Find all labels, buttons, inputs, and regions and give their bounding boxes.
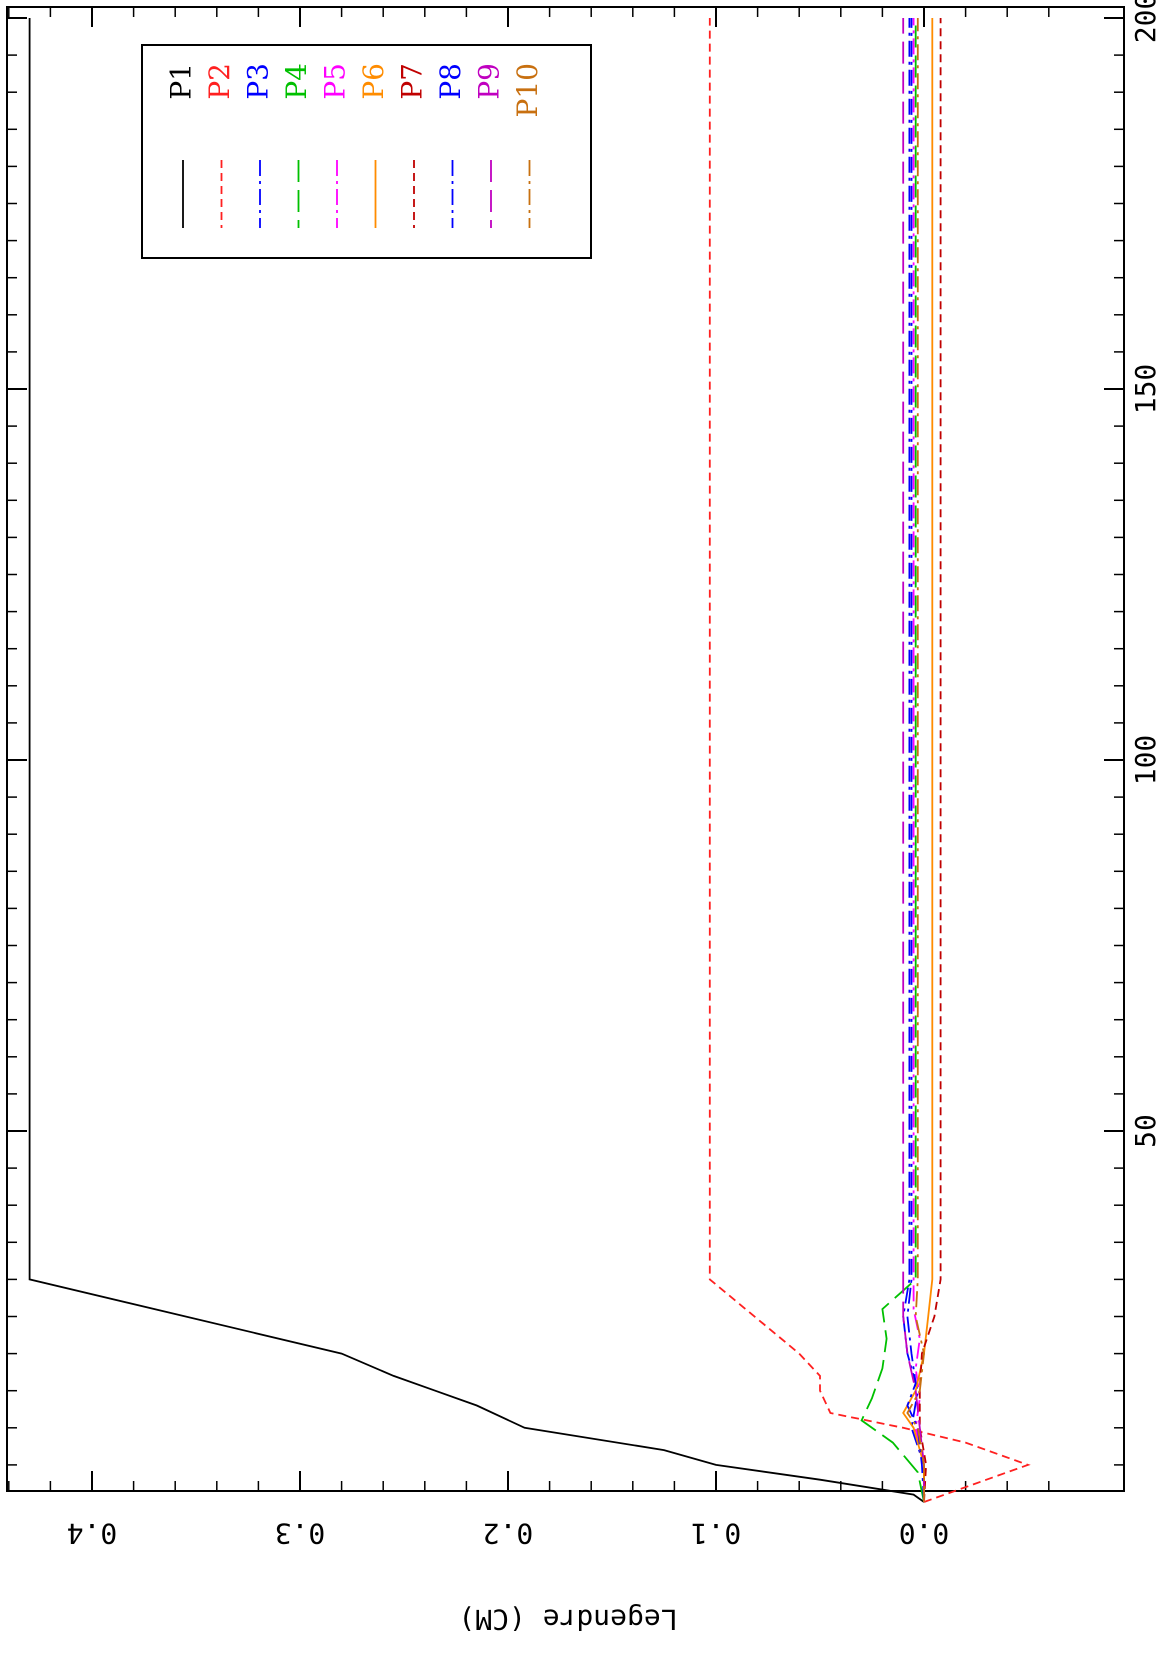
x-tick-label: 50 (1129, 1114, 1162, 1148)
legend-label-p8: P8 (434, 63, 467, 100)
legend-label-p10: P10 (511, 63, 544, 117)
series-lines (28, 18, 1031, 1503)
legend-items: P1 P2 P3 P4 P5 P6 P7 P8 P9 P10 (165, 63, 544, 228)
legend-label-p4: P4 (280, 63, 313, 100)
legend-label-p2: P2 (203, 63, 236, 100)
y-axis-label: Legendre (CM) (458, 1603, 677, 1636)
y-tick-labels: 0.0 0.1 0.2 0.3 0.4 (67, 1517, 950, 1550)
x-tick-labels: 50 100 150 200 (1129, 0, 1162, 1148)
legend-label-p7: P7 (396, 63, 429, 100)
plot-frame (6, 6, 1125, 1492)
y-tick-label: 0.4 (67, 1517, 118, 1550)
x-tick-label: 200 (1129, 0, 1162, 43)
series-line-p4 (860, 18, 925, 1503)
x-tick-label: 100 (1129, 735, 1162, 786)
legend-box (141, 44, 592, 259)
legend: P1 P2 P3 P4 P5 P6 P7 P8 P9 P10 (141, 44, 592, 259)
series-line-p8 (906, 18, 925, 1503)
y-tick-label: 0.0 (899, 1517, 950, 1550)
legend-label-p9: P9 (473, 63, 506, 100)
legend-label-p3: P3 (242, 63, 275, 100)
legend-label-p5: P5 (319, 63, 352, 100)
series-line-p1 (28, 18, 925, 1503)
y-tick-label: 0.2 (483, 1517, 534, 1550)
legend-label-p1: P1 (165, 63, 198, 100)
series-line-p5 (912, 18, 925, 1502)
y-tick-label: 0.3 (275, 1517, 326, 1550)
x-tick-label: 150 (1129, 364, 1162, 415)
legend-label-p6: P6 (357, 63, 390, 100)
series-line-p2 (708, 18, 1031, 1503)
series-line-p7 (918, 18, 942, 1503)
series-line-p10 (906, 18, 925, 1502)
y-tick-label: 0.1 (691, 1517, 742, 1550)
